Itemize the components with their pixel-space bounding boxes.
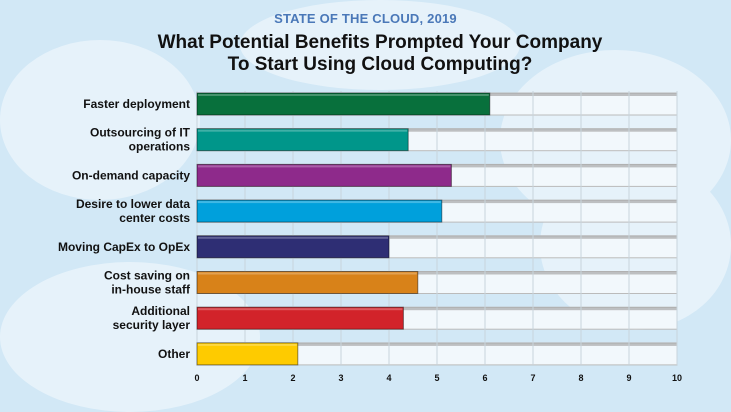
x-tick-label: 10 — [672, 373, 682, 383]
x-tick-label: 8 — [578, 373, 583, 383]
bar-highlight — [198, 272, 417, 275]
x-tick-label: 4 — [386, 373, 391, 383]
category-label-line: Desire to lower data — [76, 197, 190, 211]
category-label: Other — [158, 347, 190, 361]
category-label-line: center costs — [119, 211, 190, 225]
category-label-line: security layer — [113, 318, 191, 332]
category-label-line: Other — [158, 347, 190, 361]
category-label: On-demand capacity — [72, 168, 190, 182]
bar-highlight — [198, 165, 451, 168]
bar-highlight — [198, 308, 403, 311]
bar-highlight — [198, 201, 441, 204]
bar — [196, 271, 419, 294]
category-label-line: Moving CapEx to OpEx — [58, 240, 190, 254]
category-label-line: On-demand capacity — [72, 168, 190, 182]
category-label-line: in-house staff — [111, 283, 191, 297]
category-label: Moving CapEx to OpEx — [58, 240, 190, 254]
category-label: Outsourcing of IT operations — [90, 126, 191, 154]
category-label: Desire to lower data center costs — [76, 197, 190, 225]
x-tick-label: 1 — [242, 373, 247, 383]
category-label-line: Cost saving on — [104, 269, 190, 283]
background-cloud — [0, 40, 200, 200]
category-label-line: Faster deployment — [83, 97, 190, 111]
bar — [196, 163, 452, 187]
category-label-line: Additional — [131, 304, 190, 318]
bar-highlight — [198, 129, 408, 132]
x-tick-label: 0 — [194, 373, 199, 383]
category-label-line: operations — [129, 140, 191, 154]
bar — [196, 306, 404, 330]
background-cloud — [240, 0, 520, 90]
bar-highlight — [198, 236, 388, 239]
bar — [196, 342, 299, 366]
x-tick-label: 6 — [482, 373, 487, 383]
bar-highlight — [198, 343, 297, 346]
category-label: Cost saving on in-house staff — [104, 269, 191, 297]
bar — [196, 235, 390, 259]
category-label-line: Outsourcing of IT — [90, 126, 191, 140]
x-tick-label: 9 — [626, 373, 631, 383]
x-tick-label: 5 — [434, 373, 439, 383]
category-label: Faster deployment — [83, 97, 190, 111]
chart-subtitle: STATE OF THE CLOUD, 2019 — [274, 11, 457, 26]
chart-title: What Potential Benefits Prompted Your Co… — [157, 32, 603, 75]
bar — [196, 128, 409, 152]
x-tick-label: 7 — [530, 373, 535, 383]
bar — [196, 92, 491, 116]
x-tick-label: 2 — [290, 373, 295, 383]
bar — [196, 199, 443, 223]
bar-highlight — [198, 94, 489, 96]
x-tick-label: 3 — [338, 373, 343, 383]
category-label: Additional security layer — [113, 304, 191, 332]
